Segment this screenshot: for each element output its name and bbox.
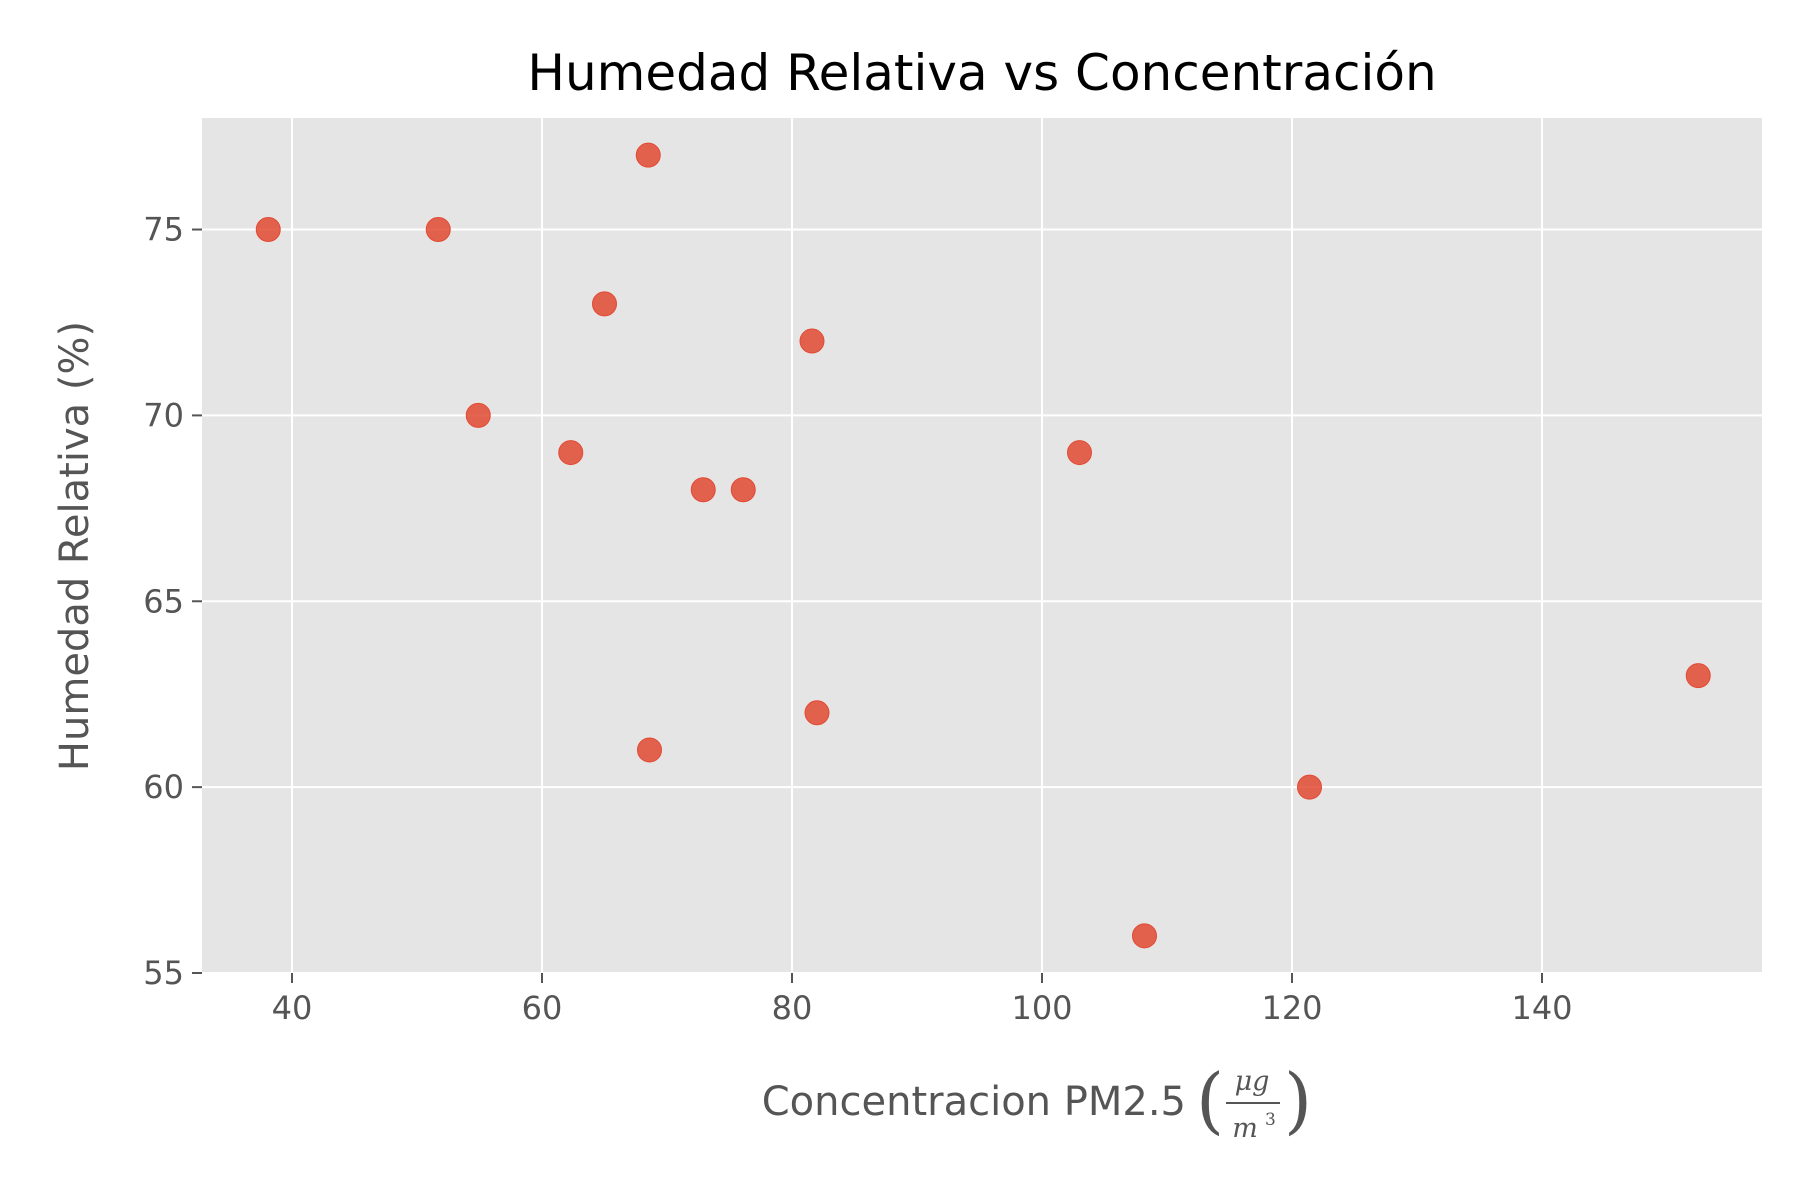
chart-title: Humedad Relativa vs Concentración [527, 44, 1436, 102]
x-axis-unit-exponent: 3 [1265, 1110, 1276, 1130]
data-point [592, 291, 617, 317]
data-point [730, 477, 756, 503]
y-axis-label: Humedad Relativa (%) [52, 321, 98, 771]
data-points [255, 142, 1711, 949]
y-tick-label: 75 [143, 211, 184, 249]
data-point [465, 402, 491, 428]
data-point [425, 217, 451, 243]
data-point [255, 217, 281, 243]
data-point [799, 328, 825, 354]
x-tick-label: 80 [772, 989, 813, 1027]
x-axis-unit-right-paren: ) [1284, 1058, 1312, 1142]
x-tick-label: 140 [1511, 989, 1572, 1027]
y-tick-label: 70 [143, 396, 184, 434]
tick-labels: 40 60 80 100 120 140 55 60 65 70 75 [143, 211, 1572, 1027]
x-axis-unit-left-paren: ( [1196, 1058, 1224, 1142]
y-tick-label: 55 [143, 954, 184, 992]
x-axis-unit-numerator: μg [1235, 1066, 1270, 1097]
data-point [690, 477, 716, 503]
x-axis-label: Concentracion PM2.5 ( μg m 3 ) [762, 1058, 1312, 1144]
x-tick-label: 60 [522, 989, 563, 1027]
x-axis-label-text: Concentracion PM2.5 [762, 1079, 1186, 1125]
data-point [1067, 440, 1092, 466]
plot-area [202, 118, 1762, 973]
y-tick-label: 60 [143, 768, 184, 806]
data-point [635, 142, 661, 168]
grid-lines [202, 118, 1762, 974]
data-point [1685, 663, 1711, 689]
y-tick-label: 65 [143, 582, 184, 620]
data-point [1297, 774, 1322, 800]
x-axis-unit-denominator: m [1232, 1113, 1258, 1144]
data-point [1132, 923, 1157, 949]
x-tick-label: 120 [1261, 989, 1322, 1027]
x-tick-label: 40 [272, 989, 313, 1027]
data-point [637, 737, 662, 763]
axis-ticks [192, 228, 1543, 983]
x-tick-label: 100 [1011, 989, 1072, 1027]
data-point [804, 700, 830, 726]
data-point [558, 440, 584, 466]
